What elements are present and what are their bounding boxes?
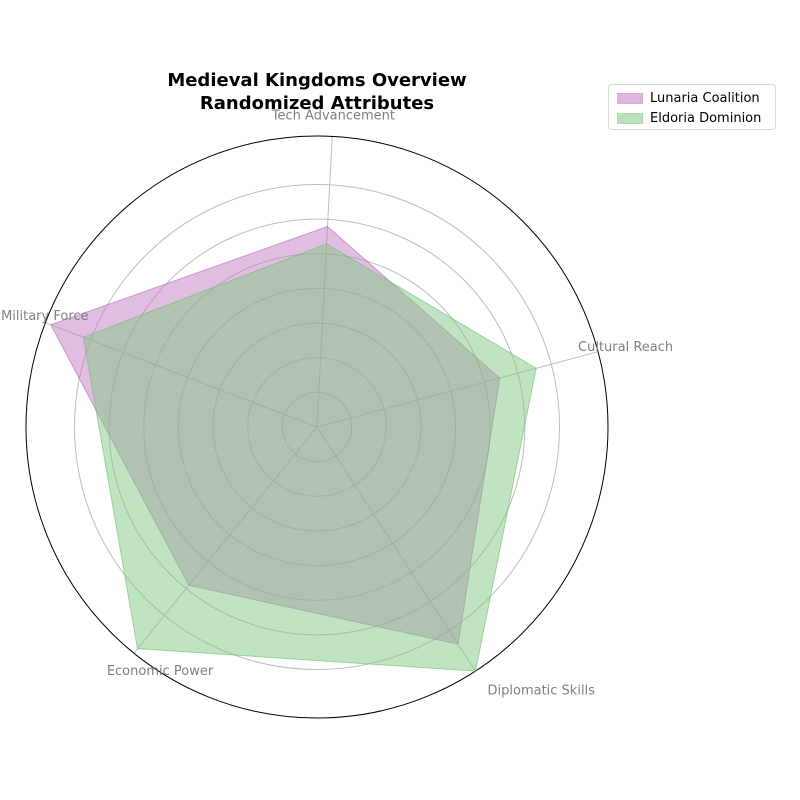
axis-label-tech-advancement: Tech Advancement [271, 108, 395, 123]
grid-circle [74, 184, 560, 670]
chart-title-line-2: Randomized Attributes [200, 93, 434, 114]
legend-label-eldoria: Eldoria Dominion [650, 110, 762, 126]
legend-swatch-eldoria [617, 112, 643, 124]
series-layer [50, 225, 537, 672]
legend: Lunaria Coalition Eldoria Dominion [608, 84, 776, 130]
chart-title-line-1: Medieval Kingdoms Overview [167, 70, 466, 91]
legend-item-eldoria: Eldoria Dominion [617, 108, 767, 128]
legend-label-lunaria: Lunaria Coalition [650, 90, 760, 106]
outer-boundary [25, 135, 609, 719]
axis-label-cultural-reach: Cultural Reach [578, 340, 673, 355]
legend-item-lunaria: Lunaria Coalition [617, 88, 767, 108]
axis-label-military-force: Military Force [1, 309, 88, 324]
axis-labels: Cultural Reach Tech Advancement Military F… [1, 108, 673, 698]
axis-label-diplomatic-skills: Diplomatic Skills [488, 684, 596, 699]
series-area-1 [82, 243, 537, 672]
axis-label-economic-power: Economic Power [107, 664, 214, 679]
legend-swatch-lunaria [617, 92, 643, 104]
